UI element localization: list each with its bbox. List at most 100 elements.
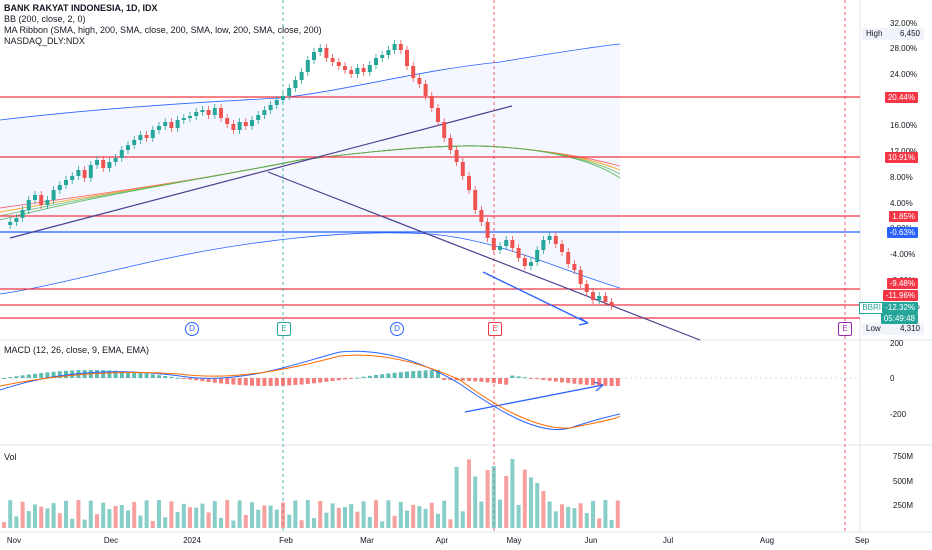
volume-bar — [26, 511, 31, 528]
volume-bar — [144, 500, 149, 528]
candle-body — [609, 302, 614, 306]
macd-histogram-bar — [392, 372, 397, 378]
volume-bar — [485, 470, 490, 528]
compare-symbol-label[interactable]: NASDAQ_DLY:NDX — [4, 36, 85, 46]
ma-ribbon-line — [0, 145, 621, 221]
volume-bar — [157, 500, 161, 528]
macd-histogram-bar — [591, 378, 595, 386]
volume-bar — [256, 509, 261, 528]
bb-indicator-label[interactable]: BB (200, close, 2, 0) — [4, 14, 86, 24]
volume-bar — [398, 501, 403, 528]
candle-body — [26, 200, 31, 210]
candle-body — [442, 122, 447, 138]
ma-ribbon-indicator-label[interactable]: MA Ribbon (SMA, high, 200, SMA, close, 2… — [4, 25, 322, 35]
candle-body — [231, 124, 236, 130]
volume-bar — [194, 507, 199, 528]
volume-bar — [14, 516, 19, 528]
candle-body — [293, 80, 298, 88]
bollinger-band-fill — [0, 44, 620, 294]
macd-histogram-bar — [460, 378, 465, 381]
candle-body — [175, 120, 180, 128]
macd-histogram-bar — [367, 375, 372, 378]
volume-bar — [225, 500, 230, 528]
volume-bar — [591, 500, 595, 528]
candle-body — [262, 110, 267, 115]
volume-bar — [609, 519, 614, 528]
volume-legend[interactable]: Vol — [4, 452, 17, 462]
macd-histogram-bar — [132, 372, 137, 378]
volume-bar — [454, 466, 459, 528]
macd-histogram-bar — [119, 371, 124, 378]
volume-bar — [82, 519, 87, 528]
volume-bar — [262, 505, 267, 528]
candle-body — [318, 48, 323, 52]
macd-histogram-bar — [529, 378, 533, 379]
volume-bar — [274, 509, 279, 528]
volume-bar — [516, 504, 521, 528]
dividend-event-icon[interactable]: D — [185, 322, 199, 336]
volume-bar — [70, 518, 75, 528]
macd-histogram-bar — [336, 378, 341, 381]
volume-bar — [132, 501, 137, 528]
candle-body — [33, 195, 37, 200]
macd-histogram-bar — [510, 375, 515, 378]
macd-histogram-bar — [615, 378, 620, 386]
macd-histogram-bar — [26, 374, 31, 378]
macd-histogram-bar — [578, 378, 583, 385]
volume-bar — [429, 502, 434, 528]
volume-bar — [597, 518, 602, 528]
volume-bar — [312, 518, 316, 528]
candle-body — [250, 120, 254, 126]
candle-body — [603, 296, 608, 302]
macd-legend[interactable]: MACD (12, 26, close, 9, EMA, EMA) — [4, 345, 150, 355]
macd-histogram-bar — [405, 371, 409, 378]
candle-body — [70, 176, 75, 180]
candle-body — [51, 190, 56, 200]
volume-bar — [305, 500, 310, 528]
time-axis-tick: Jun — [585, 536, 598, 545]
earnings-event-icon[interactable]: E — [488, 322, 502, 336]
candle-body — [448, 138, 453, 150]
volume-bar — [584, 513, 589, 528]
level-label-6: -11.96% — [882, 290, 918, 301]
volume-bar — [349, 504, 354, 528]
low-value: 4,310 — [899, 324, 920, 333]
volume-bar — [367, 516, 372, 528]
volume-bar — [175, 511, 180, 528]
candle-body — [436, 108, 440, 122]
macd-histogram-bar — [33, 373, 37, 378]
dividend-event-icon[interactable]: D — [390, 322, 404, 336]
volume-bar — [95, 514, 99, 528]
macd-histogram-bar — [541, 378, 546, 380]
candle-body — [132, 140, 137, 145]
candle-body — [274, 100, 279, 105]
candle-body — [163, 122, 168, 126]
macd-histogram-bar — [219, 378, 223, 384]
volume-bar — [113, 505, 118, 528]
macd-histogram-bar — [2, 378, 6, 379]
low-label: Low — [866, 324, 881, 333]
earnings-event-icon[interactable]: E — [277, 322, 291, 336]
volume-bar — [423, 508, 428, 528]
candle-body — [522, 258, 527, 266]
macd-histogram-bar — [411, 371, 416, 378]
volume-bar — [107, 509, 112, 528]
earnings-event-icon[interactable]: E — [838, 322, 852, 336]
candle-body — [76, 170, 81, 176]
volume-bar — [200, 503, 205, 528]
macd-histogram-bar — [504, 378, 509, 385]
candle-body — [584, 284, 589, 292]
volume-bar — [411, 504, 416, 528]
volume-bar — [2, 522, 6, 528]
volume-bar — [510, 459, 515, 528]
low-box: Low 4,310 — [862, 323, 924, 335]
volume-axis-tick: 500M — [893, 477, 913, 486]
candle-body — [491, 238, 496, 250]
bollinger-lower-line — [0, 232, 621, 295]
volume-bar — [547, 501, 552, 528]
macd-histogram-bar — [423, 370, 428, 378]
macd-histogram-bar — [64, 370, 68, 378]
candle-body — [157, 126, 161, 130]
candle-body — [312, 52, 316, 60]
